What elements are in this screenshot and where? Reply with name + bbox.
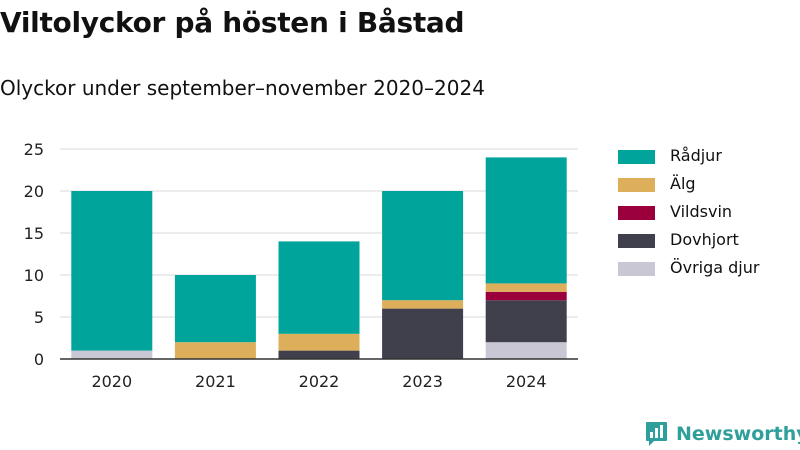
bar-segment-2023-dovhjort [382, 308, 464, 359]
y-tick-label: 25 [24, 140, 44, 159]
bar-segment-2024-älg [485, 283, 567, 292]
legend-swatch [618, 262, 655, 276]
chart-title: Viltolyckor på hösten i Båstad [0, 6, 465, 39]
bar-segment-2024-rådjur [485, 157, 567, 284]
brand: Newsworthy [645, 421, 800, 447]
legend-swatch [618, 150, 655, 164]
y-tick-label: 20 [24, 182, 44, 201]
legend-swatch [618, 234, 655, 248]
legend-label: Rådjur [670, 146, 722, 165]
y-tick-label: 0 [34, 350, 44, 369]
x-tick-label: 2024 [506, 372, 547, 391]
bar-segment-2020-övriga-djur [71, 350, 153, 359]
bar-segment-2024-vildsvin [485, 291, 567, 301]
bar-segment-2022-dovhjort [278, 350, 360, 359]
bar-segment-2023-älg [382, 300, 464, 309]
y-tick-label: 15 [24, 224, 44, 243]
bar-segment-2023-rådjur [382, 191, 464, 301]
legend-swatch [618, 206, 655, 220]
x-tick-label: 2021 [195, 372, 236, 391]
legend-label: Älg [670, 174, 696, 193]
bar-segment-2021-älg [174, 342, 256, 359]
bar-segment-2020-rådjur [71, 191, 153, 351]
bar-segment-2021-rådjur [174, 275, 256, 343]
bar-segment-2024-dovhjort [485, 300, 567, 343]
brand-name: Newsworthy [676, 423, 800, 445]
legend-swatch [618, 178, 655, 192]
x-tick-label: 2022 [299, 372, 340, 391]
bar-segment-2022-rådjur [278, 241, 360, 334]
x-tick-label: 2023 [402, 372, 443, 391]
legend-label: Vildsvin [670, 202, 733, 221]
x-tick-label: 2020 [91, 372, 132, 391]
legend-label: Dovhjort [670, 230, 739, 249]
y-tick-label: 10 [24, 266, 44, 285]
chart-subtitle: Olyckor under september–november 2020–20… [0, 76, 485, 100]
legend-label: Övriga djur [670, 258, 760, 277]
newsworthy-logo-icon [646, 422, 667, 446]
bar-segment-2024-övriga-djur [485, 342, 567, 359]
y-tick-label: 5 [34, 308, 44, 327]
bar-segment-2022-älg [278, 333, 360, 351]
